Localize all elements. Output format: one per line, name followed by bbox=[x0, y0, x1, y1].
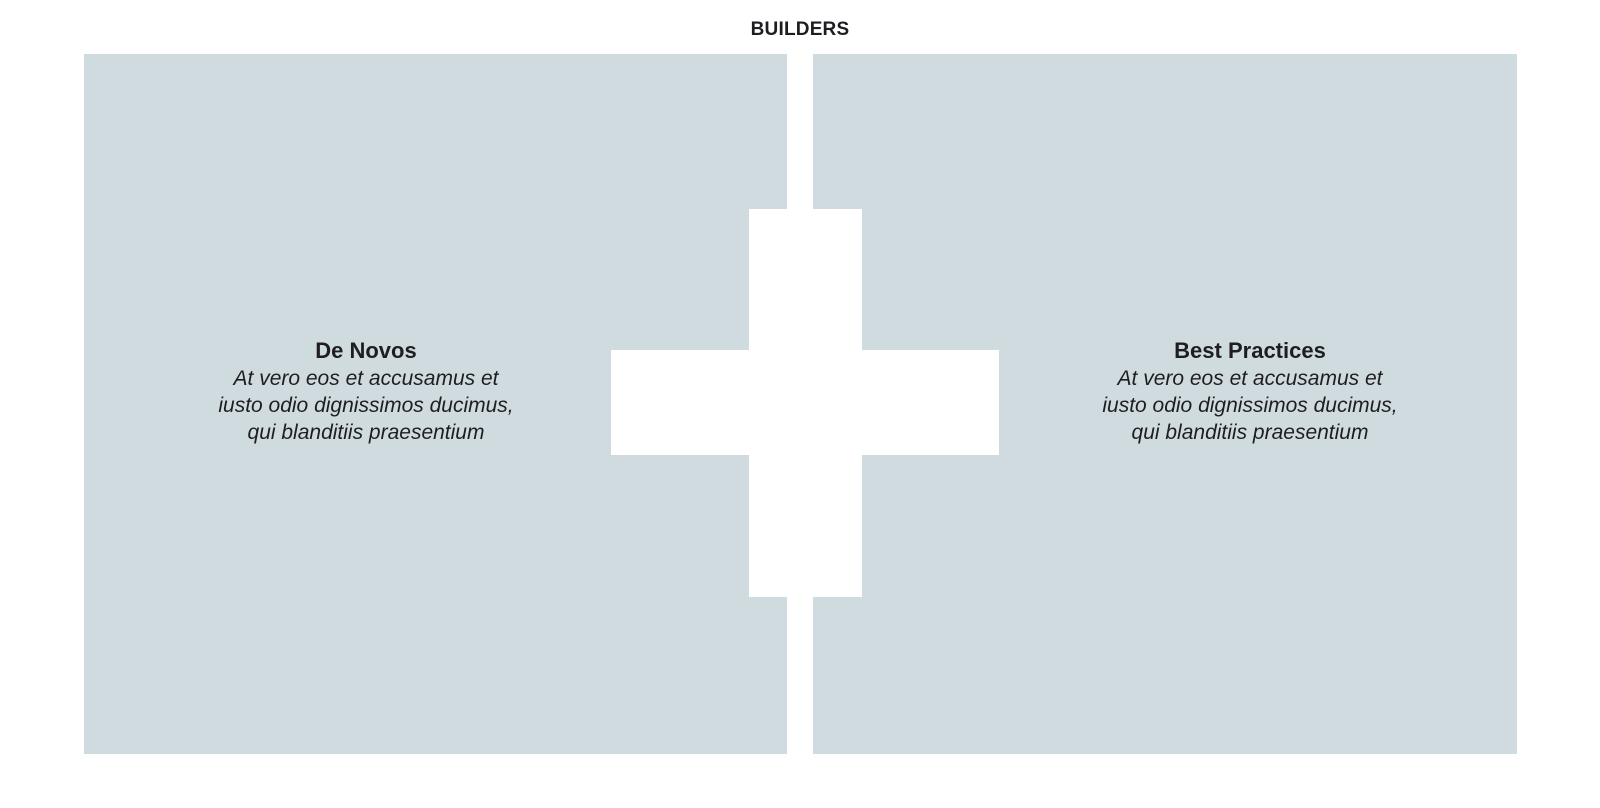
panel-text-group: De Novos At vero eos et accusamus et ius… bbox=[166, 337, 566, 446]
panel-text-group: Best Practices At vero eos et accusamus … bbox=[1050, 337, 1450, 446]
panel-heading: De Novos bbox=[315, 338, 417, 363]
panel-description: At vero eos et accusamus et iusto odio d… bbox=[1102, 367, 1398, 444]
panel-best-practices: Best Practices At vero eos et accusamus … bbox=[813, 54, 1517, 754]
page-title: BUILDERS bbox=[750, 19, 850, 40]
panel-description: At vero eos et accusamus et iusto odio d… bbox=[218, 367, 514, 444]
panel-de-novos: De Novos At vero eos et accusamus et ius… bbox=[84, 54, 787, 754]
panel-heading: Best Practices bbox=[1174, 338, 1326, 363]
